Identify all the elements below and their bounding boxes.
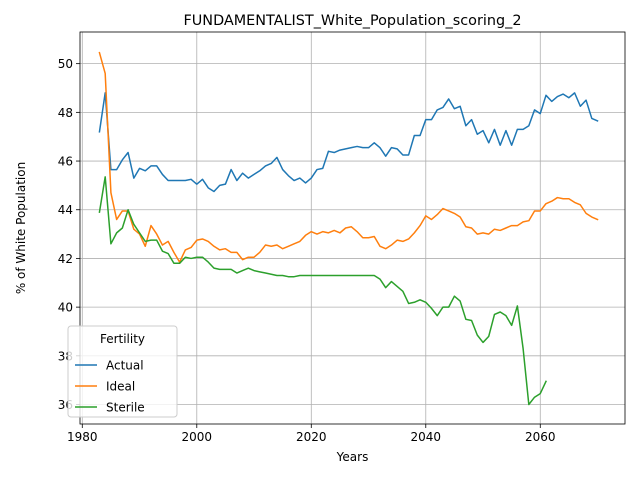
chart-title: FUNDAMENTALIST_White_Population_scoring_…	[184, 13, 522, 29]
legend-box	[67, 325, 178, 418]
x-tick-label: 2040	[411, 430, 442, 444]
plot-frame	[79, 31, 626, 425]
x-axis-ticks: 1980 2000 2020 2040 2060	[67, 424, 556, 444]
y-tick-label: 48	[58, 106, 73, 120]
series-line-sterile	[98, 176, 547, 406]
plot-series	[98, 51, 599, 406]
x-tick-label: 2000	[182, 430, 213, 444]
legend: Fertility Actual Ideal Sterile	[67, 325, 178, 418]
y-tick-label: 46	[58, 155, 73, 169]
x-tick-label: 2020	[296, 430, 327, 444]
x-tick-label: 2060	[525, 430, 556, 444]
y-tick-label: 42	[58, 252, 73, 266]
y-axis-label: % of White Population	[14, 162, 28, 294]
y-tick-label: 50	[58, 57, 73, 71]
y-tick-label: 40	[58, 301, 73, 315]
y-tick-label: 44	[58, 203, 73, 217]
x-axis-label: Years	[336, 450, 369, 464]
series-line-ideal	[98, 51, 599, 263]
series-line-actual	[98, 92, 599, 193]
legend-label-sterile: Sterile	[106, 401, 145, 415]
legend-label-actual: Actual	[106, 359, 144, 373]
legend-label-ideal: Ideal	[106, 380, 135, 394]
x-tick-label: 1980	[67, 430, 98, 444]
legend-title: Fertility	[100, 332, 145, 346]
